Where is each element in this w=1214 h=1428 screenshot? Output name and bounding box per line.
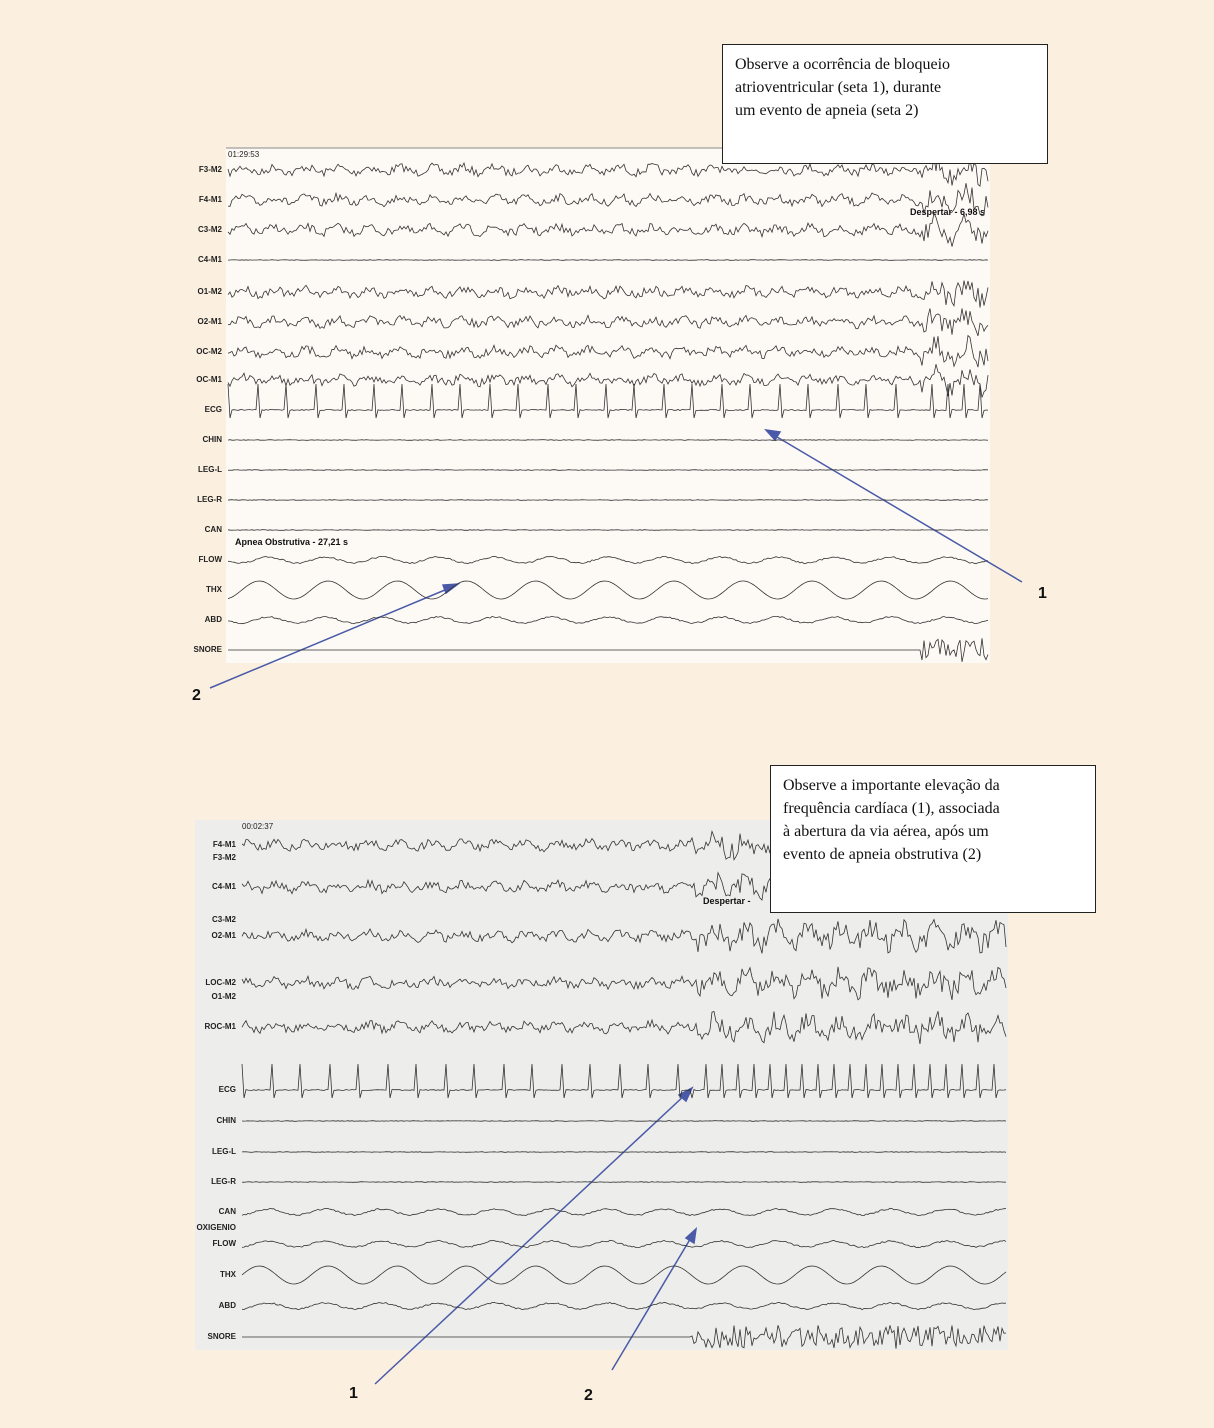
- channel-label: LOC-M2: [205, 978, 236, 987]
- note-line: Observe a ocorrência de bloqueio: [735, 53, 1035, 76]
- note-line: um evento de apneia (seta 2): [735, 99, 1035, 122]
- event-label: Despertar -: [703, 896, 751, 906]
- channel-label: OC-M1: [196, 375, 222, 384]
- timestamp: 01:29:53: [228, 150, 260, 159]
- channel-label: F4-M1: [213, 840, 237, 849]
- channel-label: ROC-M1: [204, 1022, 236, 1031]
- channel-label: LEG-R: [211, 1177, 236, 1186]
- arrow-label: 2: [192, 687, 201, 704]
- channel-label: OXIGENIO: [196, 1223, 236, 1232]
- arrow-label: 1: [1038, 585, 1047, 602]
- channel-label: LEG-L: [212, 1147, 236, 1156]
- channel-label: ABD: [205, 615, 223, 624]
- channel-label: THX: [206, 585, 223, 594]
- channel-label: CHIN: [202, 435, 222, 444]
- channel-label: CAN: [205, 525, 223, 534]
- channel-label: SNORE: [194, 645, 223, 654]
- waveform: [242, 1121, 1006, 1122]
- channel-label: OC-M2: [196, 347, 222, 356]
- channel-label: O1-M2: [212, 992, 237, 1001]
- channel-label: LEG-L: [198, 465, 222, 474]
- channel-label: O2-M1: [212, 931, 237, 940]
- channel-label: O1-M2: [198, 287, 223, 296]
- channel-label: CHIN: [216, 1116, 236, 1125]
- traces: 01:29:53 00:02:37 Despertar - 6,98 s Apn…: [0, 0, 1214, 1428]
- event-label: Apnea Obstrutiva - 27,21 s: [235, 537, 348, 547]
- channel-label: F4-M1: [199, 195, 223, 204]
- channel-label: F3-M2: [213, 853, 237, 862]
- note-line: evento de apneia obstrutiva (2): [783, 843, 1083, 866]
- channel-label: F3-M2: [199, 165, 223, 174]
- arrow-label: 1: [349, 1385, 358, 1402]
- channel-label: FLOW: [212, 1239, 236, 1248]
- note-box: Observe a ocorrência de bloqueio atriove…: [722, 44, 1048, 164]
- note-line: Observe a importante elevação da: [783, 774, 1083, 797]
- channel-label: ECG: [205, 405, 222, 414]
- figure: 01:29:53 00:02:37 Despertar - 6,98 s Apn…: [0, 0, 1214, 1428]
- channel-label: ECG: [219, 1085, 236, 1094]
- note-line: à abertura da via aérea, após um: [783, 820, 1083, 843]
- arrow-label: 2: [584, 1387, 593, 1404]
- channel-label: C3-M2: [198, 225, 223, 234]
- channel-label: FLOW: [198, 555, 222, 564]
- channel-label: ABD: [219, 1301, 237, 1310]
- channel-label: THX: [220, 1270, 237, 1279]
- channel-label: CAN: [219, 1207, 237, 1216]
- channel-label: C4-M1: [198, 255, 223, 264]
- note-box: Observe a importante elevação da frequên…: [770, 765, 1096, 913]
- channel-label: SNORE: [208, 1332, 237, 1341]
- note-line: frequência cardíaca (1), associada: [783, 797, 1083, 820]
- channel-label: C3-M2: [212, 915, 237, 924]
- note-line: atrioventricular (seta 1), durante: [735, 76, 1035, 99]
- channel-label: C4-M1: [212, 882, 237, 891]
- channel-label: LEG-R: [197, 495, 222, 504]
- timestamp: 00:02:37: [242, 822, 274, 831]
- channel-label: O2-M1: [198, 317, 223, 326]
